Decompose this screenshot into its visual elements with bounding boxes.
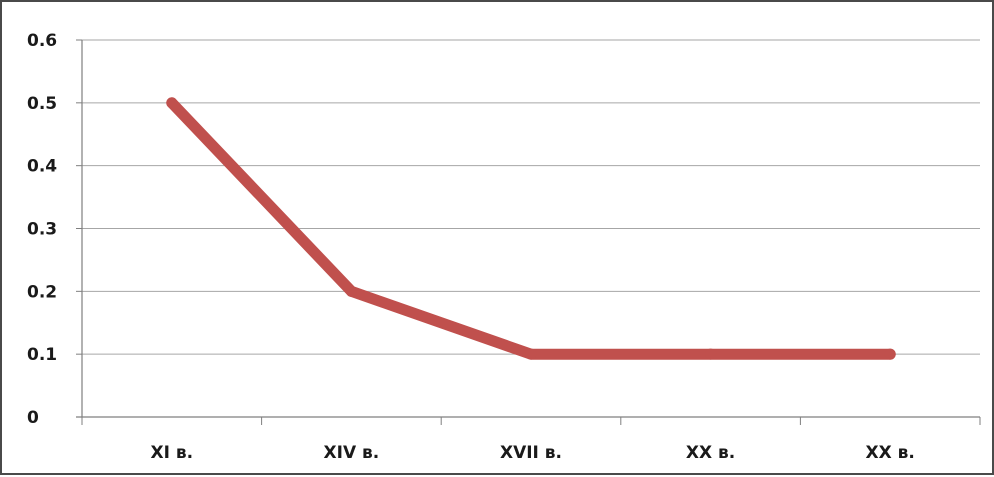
series-layer — [166, 97, 896, 360]
y-tick-label: 0.4 — [27, 157, 57, 177]
data-point — [166, 97, 178, 109]
x-tick-label: XIV в. — [324, 443, 380, 463]
x-tick-labels: XI в. XIV в. XVII в. XX в. XX в. — [151, 443, 915, 463]
y-tick-label: 0.1 — [27, 345, 57, 365]
gridlines — [82, 39, 980, 355]
axes — [76, 39, 981, 425]
y-tick-label: 0 — [27, 408, 39, 428]
data-point — [525, 348, 537, 360]
y-tick-label: 0.5 — [27, 94, 57, 114]
data-point — [345, 285, 357, 297]
x-tick-label: XVII в. — [500, 443, 562, 463]
y-tick-labels: 0 0.1 0.2 0.3 0.4 0.5 0.6 — [27, 31, 57, 428]
x-tick-label: XX в. — [866, 443, 915, 463]
y-tick-label: 0.6 — [27, 31, 57, 51]
y-tick-label: 0.2 — [27, 282, 57, 302]
data-point — [884, 348, 896, 360]
x-tick-label: XX в. — [686, 443, 735, 463]
x-tick-label: XI в. — [151, 443, 194, 463]
y-tick-label: 0.3 — [27, 220, 57, 240]
data-point — [705, 348, 717, 360]
